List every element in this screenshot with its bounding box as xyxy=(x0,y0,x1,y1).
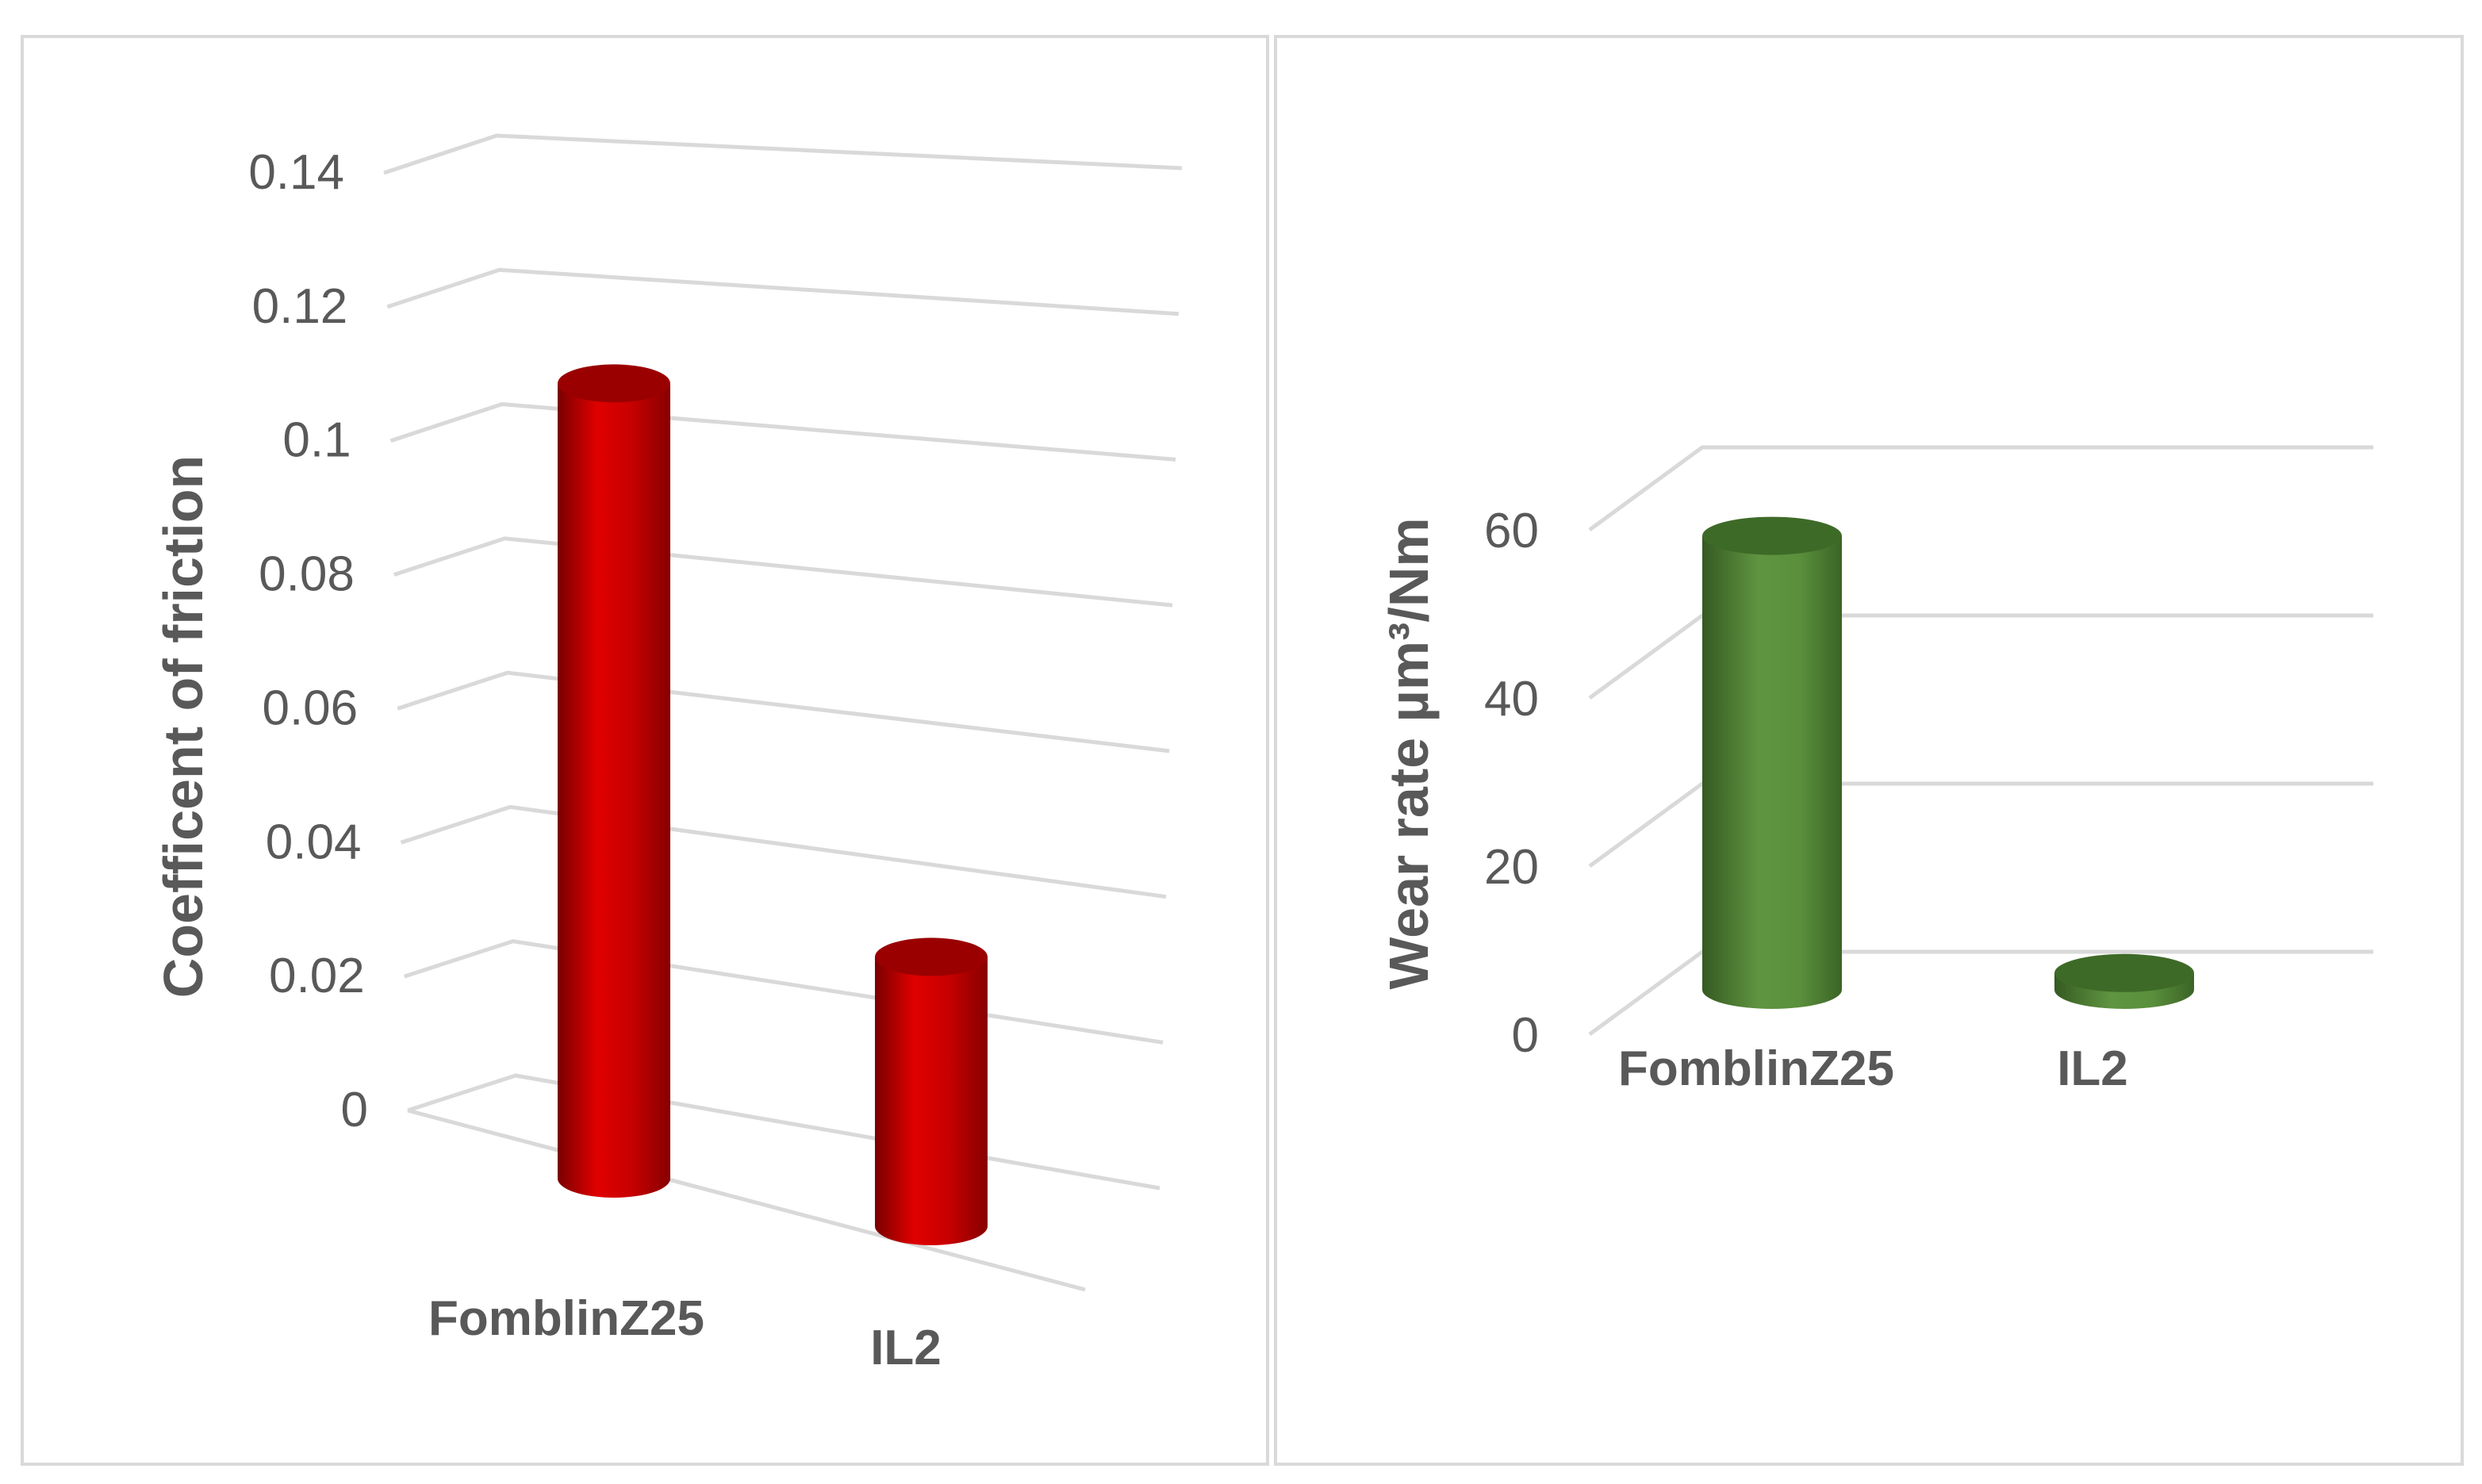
y-tick-label: 0.06 xyxy=(262,681,358,735)
bar-top xyxy=(558,364,670,403)
gridline xyxy=(400,804,1167,899)
gridline xyxy=(393,536,1173,608)
bar-body xyxy=(1702,535,1842,1009)
bar-IL2 xyxy=(875,938,988,1245)
gridline xyxy=(386,267,1180,316)
category-label: IL2 xyxy=(870,1321,942,1375)
bar-IL2 xyxy=(2054,953,2194,1009)
friction-gridlines xyxy=(383,133,1183,1292)
y-tick-label: 20 xyxy=(1484,840,1539,895)
y-tick-label: 0 xyxy=(1512,1008,1539,1063)
bar-FomblinZ25 xyxy=(558,364,670,1198)
y-tick-label: 40 xyxy=(1484,672,1539,727)
y-tick-label: 0.12 xyxy=(252,279,348,334)
floor-edge xyxy=(407,1108,1086,1292)
wear-y-tick-labels: 0 20 40 60 xyxy=(1484,504,1539,1063)
y-tick-label: 0.1 xyxy=(282,413,351,468)
y-tick-label: 0 xyxy=(341,1083,368,1137)
bar-FomblinZ25 xyxy=(1702,516,1842,1009)
gridline xyxy=(389,402,1176,462)
bar-body xyxy=(875,957,988,1245)
friction-category-labels: FomblinZ25 IL2 xyxy=(428,1291,942,1375)
friction-chart-panel: 0 0.02 0.04 0.06 0.08 0.1 0.12 0.14 FomblinZ25 I… xyxy=(21,35,1269,1466)
wear-chart-panel: 0 20 40 60 FomblinZ25 IL2 Wear rate µm³/Nm xyxy=(1274,35,2464,1466)
friction-y-tick-labels: 0 0.02 0.04 0.06 0.08 0.1 0.12 0.14 xyxy=(248,145,368,1137)
friction-chart: 0 0.02 0.04 0.06 0.08 0.1 0.12 0.14 FomblinZ25 I… xyxy=(152,133,1183,1375)
friction-y-axis-title: Coefficent of friction xyxy=(152,455,214,998)
category-label: FomblinZ25 xyxy=(1618,1041,1894,1096)
category-label: FomblinZ25 xyxy=(428,1291,704,1346)
y-tick-label: 60 xyxy=(1484,504,1539,558)
gridline xyxy=(397,670,1170,754)
wear-chart: 0 20 40 60 FomblinZ25 IL2 Wear rate µm³/Nm xyxy=(1378,445,2373,1096)
y-tick-label: 0.14 xyxy=(248,145,344,200)
gridline xyxy=(383,133,1183,175)
gridline xyxy=(407,1073,1160,1191)
wear-category-labels: FomblinZ25 IL2 xyxy=(1618,1041,2128,1096)
friction-bars xyxy=(558,364,988,1245)
y-tick-label: 0.04 xyxy=(266,815,362,869)
wear-bars xyxy=(1702,516,2194,1009)
wear-y-axis-title: Wear rate µm³/Nm xyxy=(1378,517,1440,989)
bar-top xyxy=(1702,516,1842,555)
y-tick-label: 0.08 xyxy=(259,547,355,602)
bar-top xyxy=(875,938,988,976)
category-label: IL2 xyxy=(2057,1041,2128,1096)
gridline xyxy=(1588,445,2373,532)
bar-body xyxy=(558,383,670,1198)
gridline xyxy=(403,939,1164,1045)
y-tick-label: 0.02 xyxy=(269,949,365,1003)
bar-top xyxy=(2054,953,2194,992)
